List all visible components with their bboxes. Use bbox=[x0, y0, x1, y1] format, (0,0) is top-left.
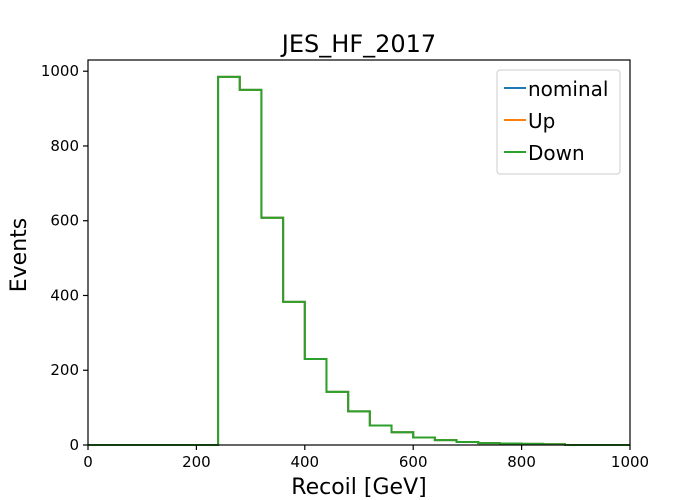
series-line-down bbox=[88, 75, 630, 446]
legend: nominal Up Down bbox=[496, 69, 621, 175]
y-tick-label: 1000 bbox=[41, 62, 79, 80]
y-tick-label: 400 bbox=[50, 286, 79, 304]
y-tick-label: 600 bbox=[50, 212, 79, 230]
legend-label-down: Down bbox=[528, 141, 585, 165]
x-tick-label: 200 bbox=[182, 453, 211, 471]
chart-title: JES_HF_2017 bbox=[280, 30, 436, 58]
x-tick-label: 400 bbox=[290, 453, 319, 471]
plot-frame bbox=[87, 59, 631, 446]
x-tick-label: 1000 bbox=[611, 453, 649, 471]
legend-label-nominal: nominal bbox=[528, 77, 608, 101]
y-axis-label: Events bbox=[7, 218, 32, 293]
legend-label-up: Up bbox=[528, 109, 555, 133]
legend-box bbox=[496, 69, 621, 175]
x-tick-label: 800 bbox=[507, 453, 536, 471]
y-tick-label: 800 bbox=[50, 137, 79, 155]
plot-area: 0 200 400 600 800 1000 0 200 400 600 800 1000 bbox=[41, 59, 649, 471]
y-tick-label: 0 bbox=[69, 436, 79, 454]
x-tick-label: 600 bbox=[399, 453, 428, 471]
y-tick-label: 200 bbox=[50, 361, 79, 379]
x-tick-label: 0 bbox=[83, 453, 93, 471]
x-axis-label: Recoil [GeV] bbox=[291, 475, 426, 500]
